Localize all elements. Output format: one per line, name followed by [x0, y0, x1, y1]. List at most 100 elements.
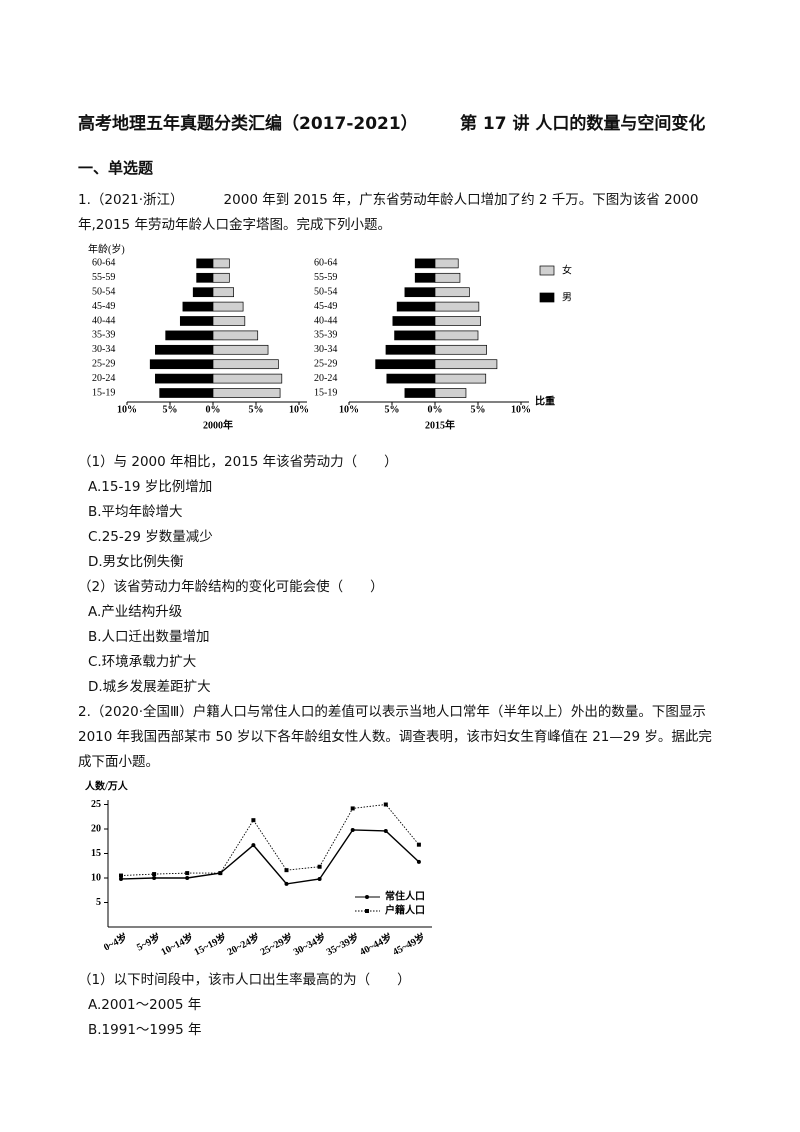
bar [434, 316, 481, 326]
question-stem: 2.（2020·全国Ⅲ）户籍人口与常住人口的差值可以表示当地人口常年（半年以上）… [78, 700, 718, 775]
bar [212, 316, 246, 326]
legend-label: 男 [562, 291, 572, 303]
bar [212, 359, 279, 370]
bar [179, 316, 214, 326]
bar [155, 344, 214, 355]
bar [212, 330, 259, 341]
legend-label: 女 [562, 263, 572, 276]
category-label: 20-24 [314, 373, 337, 384]
bar [394, 330, 436, 341]
point [416, 842, 421, 847]
x-tick-label: 5% [249, 404, 264, 415]
bar [434, 272, 461, 283]
option: A.产业结构升级 [88, 604, 183, 620]
question-number: 2. [78, 704, 91, 720]
option: A.15-19 岁比例增加 [88, 479, 213, 495]
category-label: 35-39 [314, 330, 337, 341]
point [119, 876, 123, 881]
bar [404, 287, 436, 298]
x-tick-label: 10% [117, 404, 137, 415]
bar [196, 258, 214, 269]
question-number: 1. [78, 192, 91, 208]
x-tick-label: 45~49岁 [390, 930, 427, 958]
x-tick-label: 0% [206, 404, 221, 415]
section: 一、单选题 [78, 159, 154, 177]
category-label: 45-49 [314, 301, 337, 312]
bar [385, 344, 436, 355]
legend-label: 户籍人口 [384, 903, 425, 916]
bar [182, 301, 214, 312]
question-source: （2021·浙江） [90, 192, 184, 208]
bar [434, 330, 479, 341]
question-stem: 1.（2021·浙江） 2000 年到 2015 年，广东省劳动年龄人口增加了约 … [78, 188, 718, 238]
point [251, 818, 256, 823]
point [152, 872, 157, 877]
option: B.平均年龄增大 [88, 504, 183, 520]
category-label: 50-54 [92, 286, 115, 297]
legend-swatch [539, 292, 555, 303]
sub-question: （2）该省劳动力年龄结构的变化可能会使（ ） [78, 579, 384, 595]
sub-question: （1）以下时间段中，该市人口出生率最高的为（ ） [78, 972, 411, 988]
bar [375, 359, 436, 370]
bar [196, 272, 214, 283]
y-tick-label: 5 [96, 897, 101, 908]
x-tick-label: 5% [385, 404, 400, 415]
x-tick-label: 25~29岁 [258, 930, 295, 958]
option: C.25-29 岁数量减少 [88, 529, 213, 545]
x-tick-label: 10~14岁 [159, 930, 196, 958]
bar [404, 388, 436, 398]
bar [212, 301, 244, 312]
bar [434, 258, 459, 269]
bar [414, 272, 436, 283]
point [383, 802, 388, 807]
y-tick-label: 10 [91, 872, 101, 883]
category-label: 15-19 [92, 387, 115, 398]
bar [396, 301, 436, 312]
bar [434, 301, 480, 312]
y-axis-title: 年龄(岁) [88, 242, 125, 255]
option: A.2001～2005 年 [88, 997, 202, 1013]
category-label: 60-64 [314, 258, 337, 269]
point [416, 859, 421, 864]
x-tick-label: 5~9岁 [134, 930, 162, 953]
x-tick-label: 10% [511, 404, 531, 415]
bar [212, 344, 269, 355]
bar [149, 359, 214, 370]
question-text: 户籍人口与常住人口的差值可以表示当地人口常年（半年以上）外出的数量。下图显示 2… [78, 704, 712, 770]
category-label: 50-54 [314, 286, 337, 297]
bar [159, 388, 214, 398]
legend-marker [365, 895, 369, 899]
bar [392, 316, 436, 326]
category-label: 40-44 [92, 315, 115, 326]
point [317, 876, 322, 881]
bar [434, 359, 498, 370]
line [120, 829, 420, 885]
category-label: 25-29 [92, 358, 115, 369]
category-label: 30-34 [314, 344, 337, 355]
bar [212, 258, 230, 269]
sub-question: （1）与 2000 年相比，2015 年该省劳动力（ ） [78, 454, 398, 470]
option: C.环境承载力扩大 [88, 654, 197, 670]
x-tick-label: 5% [163, 404, 178, 415]
chart-title: 2015年 [425, 418, 455, 431]
x-tick-label: 30~34岁 [291, 930, 328, 958]
y-axis-title: 人数/万人 [85, 779, 129, 792]
category-label: 15-19 [314, 387, 337, 398]
category-label: 55-59 [314, 272, 337, 283]
y-tick-label: 25 [91, 799, 101, 810]
x-tick-label: 0% [428, 404, 443, 415]
chart-title: 2000年 [203, 418, 233, 431]
bar [212, 373, 283, 384]
bar [434, 373, 487, 384]
point [185, 876, 190, 880]
option: D.城乡发展差距扩大 [88, 679, 211, 695]
point [251, 843, 256, 848]
point [383, 828, 388, 833]
bar [434, 388, 467, 398]
option: D.男女比例失衡 [88, 554, 184, 570]
point [119, 873, 123, 878]
question-source: （2020·全国Ⅲ） [90, 704, 193, 720]
option: B.1991～1995 年 [88, 1022, 202, 1038]
